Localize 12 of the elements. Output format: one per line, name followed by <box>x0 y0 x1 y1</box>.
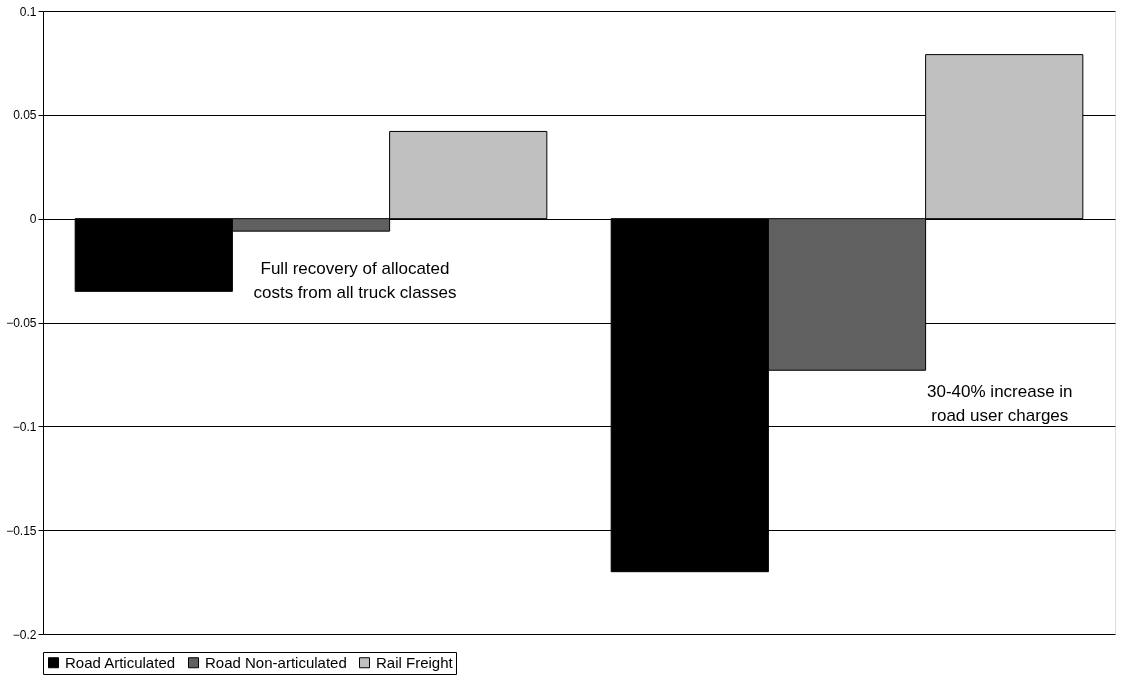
annotation: Full recovery of allocated costs from all truck classes <box>253 258 457 302</box>
y-tick-label: 0.05 <box>13 108 37 123</box>
annotation: 30-40% increase in road user charges <box>927 381 1073 425</box>
y-tick-label: −0.15 <box>6 523 37 538</box>
y-tick-label: −0.1 <box>12 419 37 434</box>
y-tick-label: −0.2 <box>12 627 37 642</box>
y-tick-label: 0 <box>29 212 37 227</box>
y-tick-label: −0.05 <box>6 316 37 330</box>
legend-label: Road Articulated <box>65 653 176 671</box>
legend-label: Rail Freight <box>376 653 454 671</box>
legend-label: Road Non-articulated <box>205 653 347 671</box>
y-tick-label: 0.1 <box>19 4 37 19</box>
